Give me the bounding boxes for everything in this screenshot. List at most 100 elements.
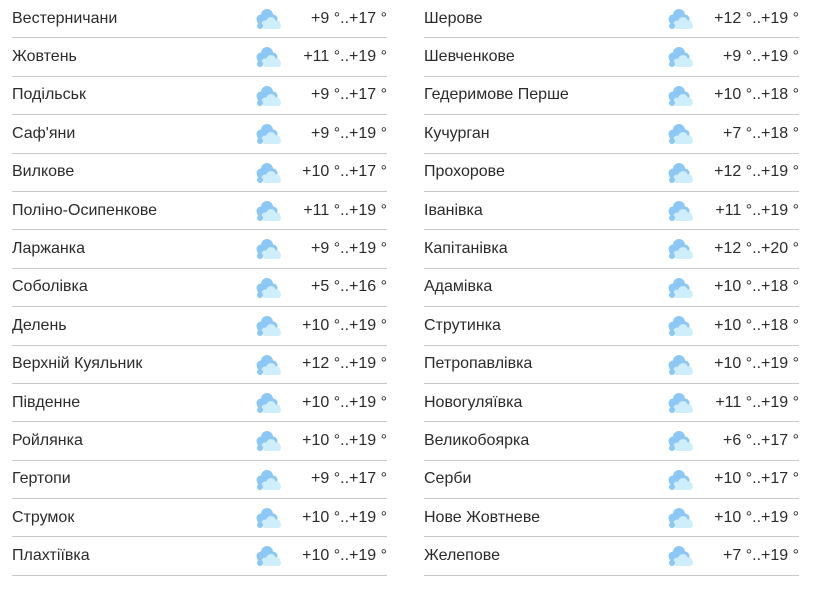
cloudy-icon bbox=[254, 199, 282, 223]
city-name[interactable]: Делень bbox=[12, 316, 67, 334]
city-row[interactable]: Соболівка +5 °..+16 ° bbox=[12, 269, 387, 308]
city-name[interactable]: Шевченкове bbox=[424, 48, 515, 66]
city-row[interactable]: Желепове +7 °..+19 ° bbox=[424, 537, 799, 576]
city-row[interactable]: Делень +10 °..+19 ° bbox=[12, 307, 387, 346]
forecast-list-right: Шерове +12 °..+19 ° Шевченкове +9 °..+19 … bbox=[424, 0, 799, 576]
temperature-range: +10 °..+18 ° bbox=[714, 278, 799, 296]
forecast-list-left: Вестерничани +9 °..+17 ° Жовтень +11 °..+… bbox=[12, 0, 387, 576]
temperature-range: +12 °..+19 ° bbox=[714, 163, 799, 181]
cloudy-icon bbox=[666, 276, 694, 300]
city-name[interactable]: Адамівка bbox=[424, 278, 493, 296]
city-name[interactable]: Струтинка bbox=[424, 316, 501, 334]
city-row[interactable]: Шевченкове +9 °..+19 ° bbox=[424, 38, 799, 77]
city-row[interactable]: Вестерничани +9 °..+17 ° bbox=[12, 0, 387, 39]
cloudy-icon bbox=[666, 84, 694, 108]
city-name[interactable]: Вилкове bbox=[12, 163, 75, 181]
city-row[interactable]: Струмок +10 °..+19 ° bbox=[12, 499, 387, 538]
city-row[interactable]: Гертопи +9 °..+17 ° bbox=[12, 461, 387, 500]
city-row[interactable]: Серби +10 °..+17 ° bbox=[424, 461, 799, 500]
cloudy-icon bbox=[254, 45, 282, 69]
city-name[interactable]: Петропавлівка bbox=[424, 355, 533, 373]
city-name[interactable]: Південне bbox=[12, 393, 81, 411]
temperature-range: +9 °..+19 ° bbox=[311, 240, 387, 258]
city-name[interactable]: Гедеримове Перше bbox=[424, 86, 569, 104]
temperature-range: +10 °..+19 ° bbox=[302, 393, 387, 411]
city-name[interactable]: Іванівка bbox=[424, 201, 483, 219]
city-name[interactable]: Новогуляївка bbox=[424, 393, 523, 411]
city-row[interactable]: Саф'яни +9 °..+19 ° bbox=[12, 115, 387, 154]
city-row[interactable]: Подільськ +9 °..+17 ° bbox=[12, 77, 387, 116]
city-row[interactable]: Жовтень +11 °..+19 ° bbox=[12, 38, 387, 77]
city-row[interactable]: Капітанівка +12 °..+20 ° bbox=[424, 230, 799, 269]
city-row[interactable]: Адамівка +10 °..+18 ° bbox=[424, 269, 799, 308]
cloudy-icon bbox=[666, 161, 694, 185]
temperature-range: +7 °..+19 ° bbox=[723, 547, 799, 565]
temperature-range: +10 °..+19 ° bbox=[302, 316, 387, 334]
temperature-range: +11 °..+19 ° bbox=[303, 201, 387, 219]
city-name[interactable]: Серби bbox=[424, 470, 472, 488]
city-name[interactable]: Великобоярка bbox=[424, 431, 530, 449]
city-name[interactable]: Ройлянка bbox=[12, 431, 83, 449]
cloudy-icon bbox=[254, 314, 282, 338]
temperature-range: +12 °..+19 ° bbox=[302, 355, 387, 373]
temperature-range: +9 °..+19 ° bbox=[311, 124, 387, 142]
city-row[interactable]: Кучурган +7 °..+18 ° bbox=[424, 115, 799, 154]
cloudy-icon bbox=[254, 544, 282, 568]
city-name[interactable]: Нове Жовтневе bbox=[424, 508, 541, 526]
city-row[interactable]: Петропавлівка +10 °..+19 ° bbox=[424, 346, 799, 384]
city-name[interactable]: Желепове bbox=[424, 547, 500, 565]
temperature-range: +10 °..+19 ° bbox=[302, 431, 387, 449]
city-name[interactable]: Гертопи bbox=[12, 470, 71, 488]
city-name[interactable]: Плахтіївка bbox=[12, 547, 90, 565]
city-name[interactable]: Прохорове bbox=[424, 163, 505, 181]
city-row[interactable]: Гедеримове Перше +10 °..+18 ° bbox=[424, 77, 799, 116]
city-name[interactable]: Поліно-Осипенкове bbox=[12, 201, 158, 219]
city-name[interactable]: Соболівка bbox=[12, 278, 88, 296]
temperature-range: +12 °..+20 ° bbox=[714, 240, 799, 258]
city-row[interactable]: Іванівка +11 °..+19 ° bbox=[424, 192, 799, 231]
city-name[interactable]: Подільськ bbox=[12, 86, 86, 104]
city-name[interactable]: Вестерничани bbox=[12, 9, 118, 27]
cloudy-icon bbox=[254, 391, 282, 415]
temperature-range: +10 °..+18 ° bbox=[714, 86, 799, 104]
temperature-range: +10 °..+19 ° bbox=[302, 547, 387, 565]
temperature-range: +11 °..+19 ° bbox=[715, 201, 799, 219]
cloudy-icon bbox=[666, 391, 694, 415]
temperature-range: +10 °..+19 ° bbox=[714, 508, 799, 526]
city-row[interactable]: Плахтіївка +10 °..+19 ° bbox=[12, 537, 387, 576]
cloudy-icon bbox=[666, 468, 694, 492]
cloudy-icon bbox=[666, 7, 694, 31]
city-name[interactable]: Шерове bbox=[424, 9, 483, 27]
temperature-range: +7 °..+18 ° bbox=[723, 124, 799, 142]
temperature-range: +10 °..+18 ° bbox=[714, 316, 799, 334]
cloudy-icon bbox=[254, 237, 282, 261]
city-name[interactable]: Ларжанка bbox=[12, 240, 85, 258]
city-row[interactable]: Прохорове +12 °..+19 ° bbox=[424, 154, 799, 192]
city-row[interactable]: Вилкове +10 °..+17 ° bbox=[12, 154, 387, 192]
city-row[interactable]: Ройлянка +10 °..+19 ° bbox=[12, 422, 387, 461]
city-row[interactable]: Верхній Куяльник +12 °..+19 ° bbox=[12, 346, 387, 384]
city-row[interactable]: Поліно-Осипенкове +11 °..+19 ° bbox=[12, 192, 387, 231]
city-row[interactable]: Струтинка +10 °..+18 ° bbox=[424, 307, 799, 346]
temperature-range: +11 °..+19 ° bbox=[303, 48, 387, 66]
cloudy-icon bbox=[254, 161, 282, 185]
city-row[interactable]: Ларжанка +9 °..+19 ° bbox=[12, 230, 387, 269]
cloudy-icon bbox=[666, 353, 694, 377]
cloudy-icon bbox=[666, 237, 694, 261]
city-name[interactable]: Верхній Куяльник bbox=[12, 355, 143, 373]
cloudy-icon bbox=[254, 353, 282, 377]
temperature-range: +10 °..+19 ° bbox=[302, 508, 387, 526]
cloudy-icon bbox=[254, 7, 282, 31]
city-name[interactable]: Струмок bbox=[12, 508, 75, 526]
city-row[interactable]: Великобоярка +6 °..+17 ° bbox=[424, 422, 799, 461]
cloudy-icon bbox=[254, 506, 282, 530]
city-row[interactable]: Нове Жовтневе +10 °..+19 ° bbox=[424, 499, 799, 538]
temperature-range: +9 °..+17 ° bbox=[311, 470, 387, 488]
city-name[interactable]: Жовтень bbox=[12, 48, 77, 66]
city-name[interactable]: Капітанівка bbox=[424, 240, 508, 258]
city-row[interactable]: Південне +10 °..+19 ° bbox=[12, 384, 387, 423]
city-row[interactable]: Шерове +12 °..+19 ° bbox=[424, 0, 799, 39]
city-row[interactable]: Новогуляївка +11 °..+19 ° bbox=[424, 384, 799, 423]
city-name[interactable]: Кучурган bbox=[424, 124, 490, 142]
city-name[interactable]: Саф'яни bbox=[12, 124, 76, 142]
